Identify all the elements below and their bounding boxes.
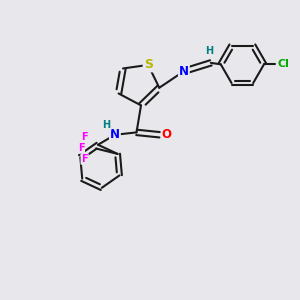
- Text: O: O: [161, 128, 172, 141]
- Text: F: F: [78, 143, 84, 153]
- Text: H: H: [102, 120, 111, 130]
- Text: S: S: [144, 58, 153, 71]
- Text: Cl: Cl: [278, 59, 290, 69]
- Text: N: N: [179, 65, 189, 78]
- Text: F: F: [81, 154, 88, 164]
- Text: F: F: [81, 132, 88, 142]
- Text: N: N: [110, 128, 120, 141]
- Text: H: H: [205, 46, 213, 56]
